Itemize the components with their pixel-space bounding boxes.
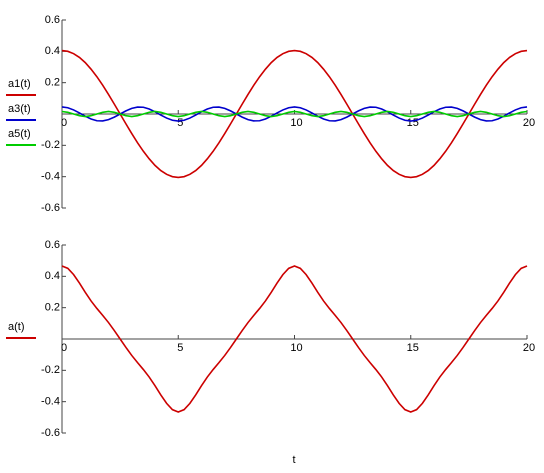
legend-label: a5(t)	[8, 128, 31, 140]
y-tick-label: 0.4	[45, 45, 60, 57]
y-tick-label: 0.6	[45, 14, 60, 26]
y-tick-label: -0.4	[41, 171, 60, 183]
y-tick-label: -0.2	[41, 139, 60, 151]
x-tick-label: 5	[177, 342, 183, 354]
x-tick-label: 10	[290, 117, 302, 129]
y-tick-label: -0.6	[41, 202, 60, 214]
x-tick-label: 5	[177, 117, 183, 129]
x-tick-label: 0	[61, 117, 67, 129]
y-tick-label: 0.6	[45, 239, 60, 251]
series-line	[61, 106, 528, 122]
x-tick-label: 15	[407, 117, 419, 129]
legend-label: a1(t)	[8, 78, 31, 90]
x-tick-label: 20	[523, 342, 535, 354]
y-tick-label: 0.2	[45, 302, 60, 314]
series-line	[61, 265, 528, 413]
x-axis-label: t	[292, 454, 295, 466]
series-line	[61, 49, 528, 179]
legend-label: a3(t)	[8, 103, 31, 115]
x-tick-label: 15	[407, 342, 419, 354]
x-tick-label: 20	[523, 117, 535, 129]
y-tick-label: -0.6	[41, 427, 60, 439]
x-tick-label: 0	[61, 342, 67, 354]
x-tick-label: 10	[290, 342, 302, 354]
y-tick-label: 0.4	[45, 270, 60, 282]
y-tick-label: -0.4	[41, 396, 60, 408]
series-line	[61, 110, 528, 118]
y-tick-label: -0.2	[41, 364, 60, 376]
y-tick-label: 0.2	[45, 77, 60, 89]
legend-label: a(t)	[8, 321, 25, 333]
